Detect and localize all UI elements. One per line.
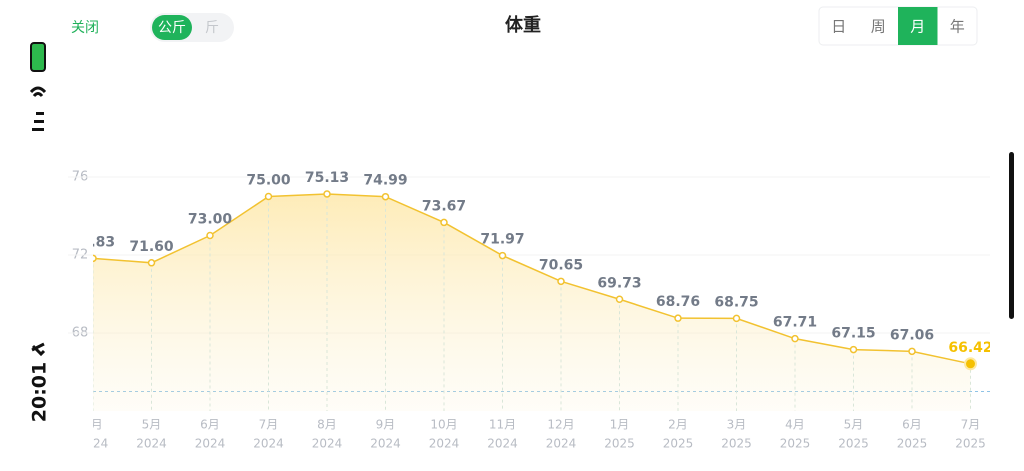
data-label: 67.71 (773, 315, 817, 331)
data-label: 71.60 (129, 239, 174, 255)
x-tick-label: 3月 (727, 418, 747, 432)
x-tick-year: 2025 (897, 437, 928, 451)
x-tick-year: 2025 (604, 437, 635, 451)
battery-icon (30, 42, 46, 72)
data-label: 74.99 (363, 173, 407, 189)
x-tick-year: 2025 (780, 437, 811, 451)
data-point (264, 192, 273, 201)
close-button[interactable]: 关闭 (71, 20, 99, 36)
unit-option[interactable]: 斤 (205, 20, 219, 36)
data-point (557, 277, 565, 286)
data-point (674, 314, 682, 322)
x-tick-label: 2月 (668, 418, 688, 432)
x-tick-year: 2024 (136, 437, 167, 451)
data-point (147, 259, 156, 267)
data-point (908, 347, 916, 356)
status-bar: 20:01 (29, 42, 51, 422)
x-tick-year: 2025 (838, 437, 869, 451)
data-label: 75.13 (305, 170, 349, 186)
data-point (323, 190, 331, 198)
x-tick-label: 12月 (547, 418, 574, 432)
data-label: 71.83 (71, 234, 115, 250)
data-label: 68.75 (714, 294, 758, 310)
x-tick-label: 11月 (489, 418, 516, 432)
data-point (964, 357, 977, 371)
x-tick-year: 2025 (663, 437, 694, 451)
x-tick-year: 2024 (312, 437, 343, 451)
data-label: 66.42 (948, 340, 992, 356)
x-tick-year: 2025 (721, 437, 752, 451)
data-point (849, 345, 858, 354)
period-active-bg (898, 7, 938, 45)
chart: 68727671.834月202471.605月202473.006月20247… (68, 170, 992, 451)
unit-option[interactable]: 公斤 (158, 20, 186, 36)
x-tick-year: 2024 (487, 437, 518, 451)
plot-area: 71.83 4月 2024 71.60 5月 2024 73.00 6月 2024 75.00 7月… (71, 170, 992, 451)
data-line (93, 193, 971, 365)
x-tick-label: 9月 (376, 418, 396, 432)
data-label: 69.73 (597, 275, 641, 291)
status-time: 20:01 (29, 362, 51, 422)
data-label: 70.65 (539, 257, 583, 273)
period-tab[interactable]: 年 (950, 18, 965, 36)
data-point (732, 314, 741, 323)
x-tick-label: 6月 (902, 418, 922, 432)
data-label: 67.06 (890, 327, 934, 343)
data-point (206, 231, 214, 240)
data-label: 71.97 (480, 232, 524, 248)
period-tab[interactable]: 日 (831, 18, 846, 36)
mute-icon (31, 342, 46, 357)
x-tick-year: 2024 (195, 437, 226, 451)
x-tick-label: 6月 (200, 418, 220, 432)
x-tick-label: 7月 (259, 418, 279, 432)
signal-icon (32, 112, 44, 131)
data-point (791, 334, 799, 343)
unit-active-bg (152, 15, 192, 40)
data-label: 73.67 (422, 198, 466, 214)
data-point (93, 254, 97, 263)
x-tick-year: 2024 (546, 437, 577, 451)
data-point (615, 295, 624, 304)
page-title: 体重 (505, 14, 541, 36)
x-tick-label: 7月 (961, 418, 981, 432)
data-label: 68.76 (656, 294, 700, 310)
period-tab[interactable]: 月 (910, 18, 925, 36)
x-tick-label: 5月 (142, 418, 162, 432)
data-point (498, 251, 507, 260)
x-tick-label: 5月 (844, 418, 864, 432)
period-tab[interactable]: 周 (871, 18, 886, 36)
wifi-icon (29, 86, 47, 98)
scrollbar (1009, 152, 1014, 319)
x-tick-label: 8月 (317, 418, 337, 432)
x-tick-label: 10月 (430, 418, 457, 432)
x-tick-year: 2025 (955, 437, 986, 451)
x-tick-year: 2024 (253, 437, 284, 451)
x-tick-label: 4月 (83, 418, 103, 432)
data-point (381, 192, 390, 201)
x-tick-year: 2024 (429, 437, 460, 451)
data-label: 67.15 (831, 326, 875, 342)
area-fill (93, 193, 971, 411)
data-label: 73.00 (188, 212, 233, 228)
x-tick-year: 2024 (370, 437, 401, 451)
x-tick-label: 1月 (610, 418, 630, 432)
data-label: 75.00 (246, 173, 291, 189)
data-point (440, 218, 448, 227)
x-tick-label: 4月 (785, 418, 805, 432)
x-tick-year: 2024 (78, 437, 109, 451)
